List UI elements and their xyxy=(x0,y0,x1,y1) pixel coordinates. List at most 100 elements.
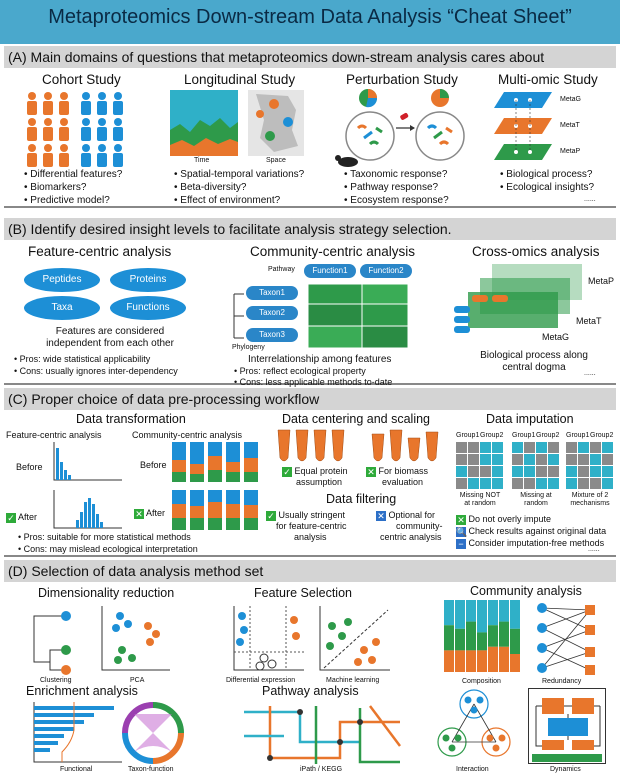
composition-bar-segment xyxy=(455,650,465,672)
grid-cell xyxy=(492,454,503,465)
grid-cell xyxy=(512,478,523,489)
imputation-caption: at random xyxy=(464,500,496,507)
imputation-grid xyxy=(456,442,503,489)
composition-bar-segment xyxy=(510,628,520,654)
multiomic-bullet-2: • Ecological insights? xyxy=(500,182,595,193)
imputation-tip-3-text: Consider imputation-free methods xyxy=(468,538,605,548)
functional-bar-chart xyxy=(33,702,122,763)
grid-cell xyxy=(602,466,613,477)
cohort-title: Cohort Study xyxy=(42,72,121,87)
filtering-opt2-line2: community- xyxy=(396,521,443,531)
community-analysis-title: Community analysis xyxy=(470,584,582,598)
composition-bar-segment xyxy=(499,621,509,647)
grid-cell xyxy=(524,478,535,489)
filtering-opt1-line3: analysis xyxy=(294,532,327,542)
ipath-label: iPath / KEGG xyxy=(300,766,343,773)
section-c-body: Data transformation Feature-centric anal… xyxy=(4,410,616,557)
centering-opt2-line2: evaluation xyxy=(382,477,424,487)
multiomic-more: ...... xyxy=(584,196,596,203)
grid-cell xyxy=(468,442,479,453)
grid-cell xyxy=(536,454,547,465)
perturbation-title: Perturbation Study xyxy=(346,72,458,87)
before-label-1: Before xyxy=(16,462,43,472)
group1-label: Group1 xyxy=(456,432,480,439)
clustering-dendrogram xyxy=(33,611,71,675)
before-label-2: Before xyxy=(140,460,167,470)
grid-cell xyxy=(480,478,491,489)
grid-cell xyxy=(578,466,589,477)
section-a-heading: (A) Main domains of questions that metap… xyxy=(4,46,616,68)
cross-icon-filtering: ✕ xyxy=(376,510,386,521)
layer-metat-label: MetaT xyxy=(560,122,580,129)
filtering-opt2-line1: Optional for xyxy=(388,510,436,520)
composition-label: Composition xyxy=(462,678,501,685)
chord-diagram xyxy=(122,702,184,764)
community-pros: • Pros: reflect ecological property xyxy=(234,366,366,376)
imputation-caption: mechanisms xyxy=(570,500,610,507)
composition-bar-segment xyxy=(455,600,465,629)
function1-pill: Function1 xyxy=(304,264,356,278)
transformation-title: Data transformation xyxy=(76,412,186,426)
grid-cell xyxy=(548,454,559,465)
imputation-tip-1: ✕ Do not overly impute xyxy=(456,514,551,525)
grid-cell xyxy=(566,466,577,477)
transformation-pros: • Pros: suitable for more statistical me… xyxy=(18,532,191,542)
grid-cell xyxy=(512,466,523,477)
crossomics-metag-label: MetaG xyxy=(542,332,570,342)
taxon3-pill: Taxon3 xyxy=(246,328,298,342)
grid-cell xyxy=(468,454,479,465)
pca-scatter xyxy=(101,606,170,671)
feature-desc-2: independent from each other xyxy=(46,338,174,349)
after-label-2: ✕ After xyxy=(134,508,165,519)
composition-bar-segment xyxy=(444,600,454,626)
after-label-1: ✓ After xyxy=(6,512,37,523)
multiomic-bullet-1: • Biological process? xyxy=(500,169,593,180)
grid-cell xyxy=(578,454,589,465)
check-icon-tip: ✕ xyxy=(456,514,466,525)
composition-bar-segment xyxy=(477,632,487,651)
cross-icon-centering: ✕ xyxy=(366,466,376,477)
imputation-title: Data imputation xyxy=(486,412,574,426)
community-heatmap xyxy=(233,283,409,349)
grid-cell xyxy=(548,442,559,453)
grid-cell xyxy=(566,442,577,453)
filtering-title: Data filtering xyxy=(326,492,397,506)
imputation-caption: Missing at xyxy=(520,492,552,499)
layer-metag-label: MetaG xyxy=(560,96,582,103)
longitudinal-bullet-3: • Effect of environment? xyxy=(174,195,281,206)
grid-cell xyxy=(578,478,589,489)
oval-taxa: Taxa xyxy=(24,296,100,320)
group2-label: Group2 xyxy=(590,432,614,439)
imputation-caption: Mixture of 2 xyxy=(571,492,609,499)
feature-cons: • Cons: usually ignores inter-dependency xyxy=(14,366,178,376)
community-centric-label: Community-centric analysis xyxy=(132,430,243,440)
oval-peptides: Peptides xyxy=(24,268,100,292)
grid-cell xyxy=(524,466,535,477)
clustering-label: Clustering xyxy=(40,677,72,684)
composition-bar-segment xyxy=(466,621,476,651)
composition-bar-segment xyxy=(477,600,487,633)
filtering-opt2: ✕ Optional for xyxy=(376,510,435,521)
imputation-tip-1-text: Do not overly impute xyxy=(468,514,552,524)
longitudinal-title: Longitudinal Study xyxy=(184,72,296,87)
composition-bar-segment xyxy=(444,650,454,672)
composition-bar-segment xyxy=(466,650,476,672)
grid-cell xyxy=(456,466,467,477)
grid-cell xyxy=(590,466,601,477)
composition-bar-segment xyxy=(488,625,498,647)
cohort-bullet-3: • Predictive model? xyxy=(24,195,110,206)
filtering-opt1: ✓ Usually stringent xyxy=(266,510,345,521)
cohort-bullet-1: • Differential features? xyxy=(24,169,123,180)
functional-label: Functional xyxy=(60,766,93,773)
check-icon: ✓ xyxy=(6,512,16,523)
grid-cell xyxy=(456,442,467,453)
community-cons: • Cons: less applicable methods to-date xyxy=(234,377,393,387)
before-stacked-bars xyxy=(172,442,258,482)
grid-cell xyxy=(536,478,547,489)
multiomic-layers-icon xyxy=(494,92,552,160)
grid-cell xyxy=(492,478,503,489)
composition-bar-segment xyxy=(477,650,487,672)
section-c-heading: (C) Proper choice of data pre-processing… xyxy=(4,388,616,410)
grid-cell xyxy=(480,466,491,477)
grid-cell xyxy=(578,442,589,453)
